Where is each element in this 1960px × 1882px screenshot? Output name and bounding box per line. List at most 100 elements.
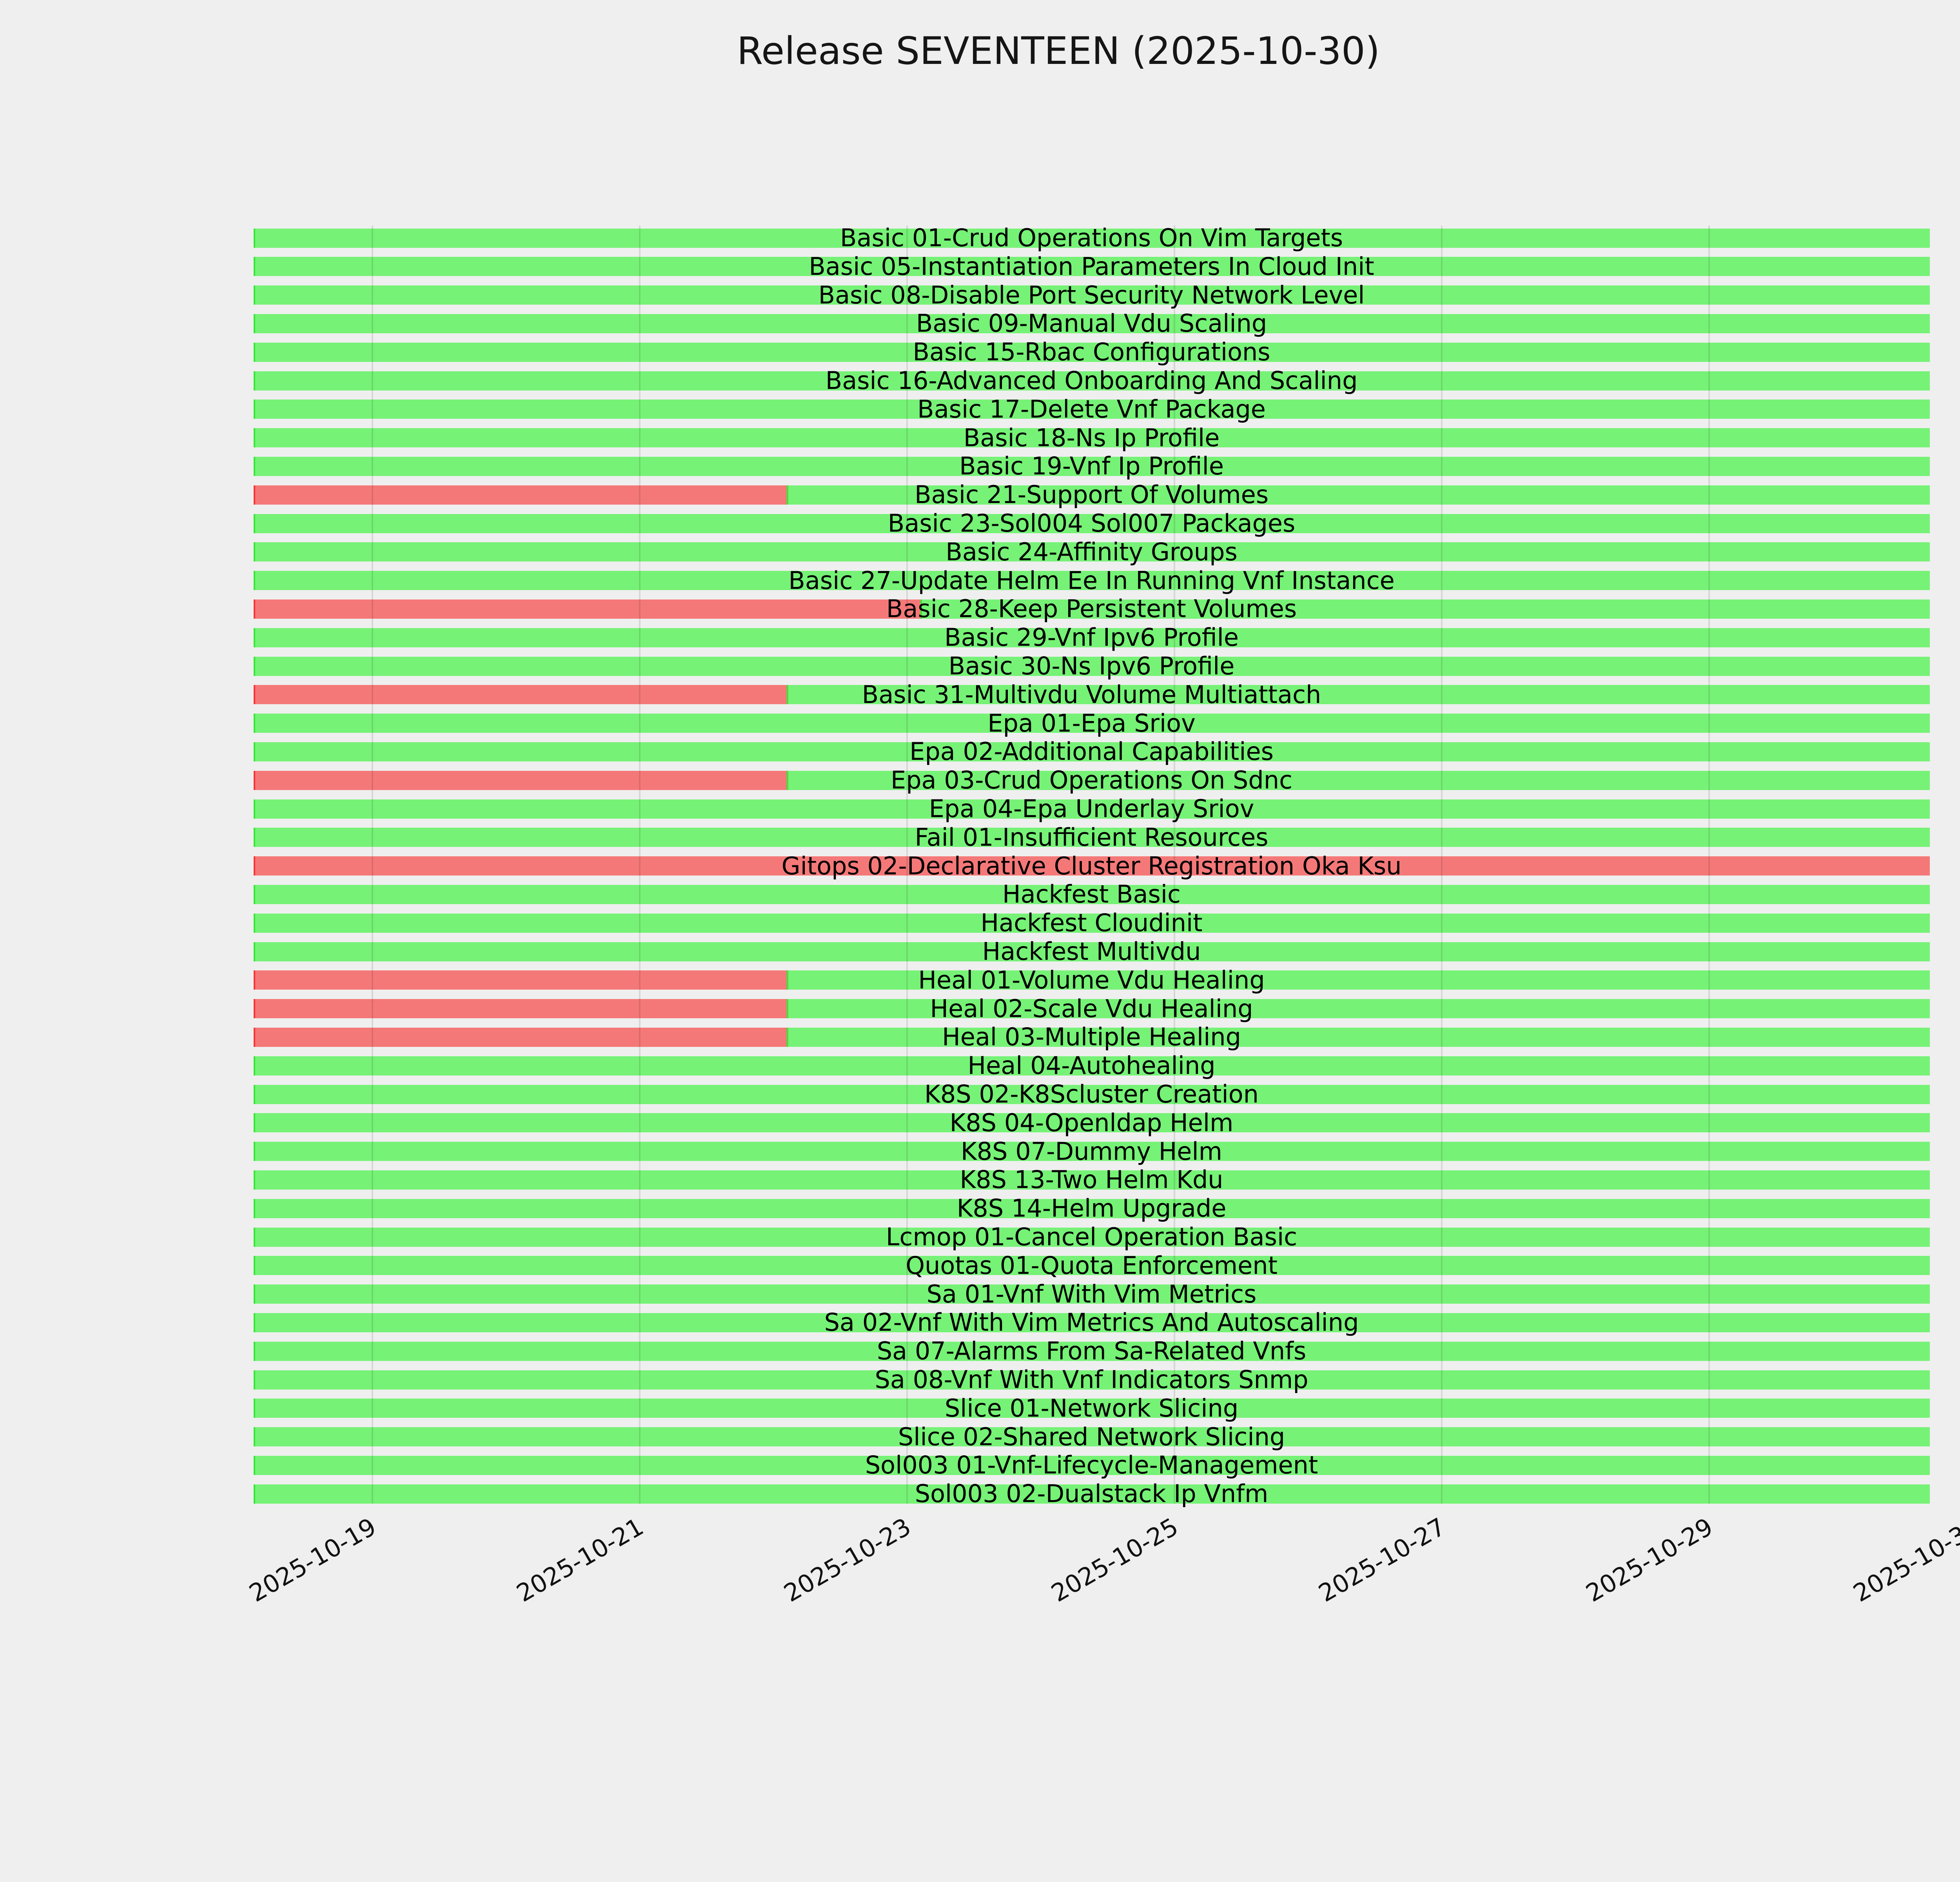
bar-segment-fail	[253, 770, 787, 790]
chart-title: Release SEVENTEEN (2025-10-30)	[737, 29, 1380, 73]
bar-segment-pass	[787, 999, 1930, 1019]
grid-line	[1441, 225, 1443, 1504]
row-label: Basic 15-Rbac Configurations	[913, 338, 1270, 367]
bar-segment-pass	[253, 1199, 1930, 1218]
bar-segment-pass	[253, 1056, 1930, 1075]
row-label: Epa 03-Crud Operations On Sdnc	[891, 766, 1293, 795]
row-label: Gitops 02-Declarative Cluster Registrati…	[781, 851, 1402, 880]
x-axis-tick-label: 2025-10-23	[779, 1512, 916, 1608]
bar-segment-pass	[253, 1341, 1930, 1361]
bar-segment-pass	[253, 1170, 1930, 1190]
row-label: Basic 16-Advanced Onboarding And Scaling	[825, 366, 1358, 395]
bar-segment-pass	[253, 828, 1930, 847]
bar-segment-pass	[253, 1142, 1930, 1161]
bar-segment-fail	[253, 685, 787, 705]
row-label: Epa 01-Epa Sriov	[987, 708, 1196, 738]
bar-segment-pass	[253, 1313, 1930, 1332]
row-label: Lcmop 01-Cancel Operation Basic	[886, 1223, 1298, 1251]
bar-segment-pass	[253, 628, 1930, 647]
bar-segment-pass	[787, 970, 1930, 990]
row-label: Sa 08-Vnf With Vnf Indicators Snmp	[875, 1365, 1308, 1394]
grid-line	[372, 225, 373, 1504]
row-label: Hackfest Basic	[1002, 880, 1181, 909]
row-label: K8S 02-K8Scluster Creation	[924, 1080, 1259, 1108]
row-label: Basic 21-Support Of Volumes	[914, 480, 1269, 509]
row-label: Slice 01-Network Slicing	[944, 1393, 1239, 1422]
x-axis-tick-label: 2025-10-19	[244, 1512, 381, 1608]
bar-segment-pass	[253, 257, 1930, 276]
row-label: Hackfest Multivdu	[982, 937, 1201, 966]
row-label: Sol003 02-Dualstack Ip Vnfm	[915, 1479, 1269, 1508]
bar-segment-pass	[253, 514, 1930, 533]
row-label: Epa 04-Epa Underlay Sriov	[929, 794, 1254, 823]
row-label: Sa 01-Vnf With Vim Metrics	[926, 1279, 1257, 1308]
bar-segment-pass	[253, 742, 1930, 761]
row-label: Heal 01-Volume Vdu Healing	[918, 965, 1265, 994]
row-label: Basic 23-Sol004 Sol007 Packages	[887, 509, 1296, 538]
bar-segment-pass	[253, 1256, 1930, 1275]
grid-line	[1174, 225, 1175, 1504]
row-label: Sa 02-Vnf With Vim Metrics And Autoscali…	[824, 1308, 1359, 1337]
row-label: Basic 19-Vnf Ip Profile	[959, 452, 1224, 481]
bar-segment-pass	[253, 1113, 1930, 1133]
bar-segment-fail	[253, 1027, 787, 1047]
bar-segment-pass	[253, 1370, 1930, 1390]
bar-segment-fail	[253, 999, 787, 1019]
row-label: Basic 18-Ns Ip Profile	[963, 423, 1220, 452]
x-axis-tick-label: 2025-10-27	[1313, 1512, 1450, 1608]
x-axis-tick-label: 2025-10-29	[1581, 1512, 1718, 1608]
bar-segment-pass	[253, 285, 1930, 305]
row-label: Fail 01-Insufficient Resources	[915, 823, 1269, 852]
row-label: Basic 09-Manual Vdu Scaling	[916, 309, 1267, 338]
x-axis-tick-label: 2025-10-25	[1046, 1512, 1183, 1608]
bar-segment-pass	[253, 913, 1930, 933]
bar-segment-pass	[253, 942, 1930, 961]
bar-segment-fail	[253, 970, 787, 990]
row-label: Basic 24-Affinity Groups	[946, 537, 1238, 566]
row-label: Basic 01-Crud Operations On Vim Targets	[840, 223, 1343, 252]
row-label: Basic 30-Ns Ipv6 Profile	[948, 652, 1235, 680]
bar-segment-pass	[253, 1284, 1930, 1304]
row-label: Quotas 01-Quota Enforcement	[906, 1251, 1278, 1280]
row-label: Sol003 01-Vnf-Lifecycle-Management	[865, 1451, 1318, 1480]
bar-segment-pass	[253, 400, 1930, 419]
row-label: Basic 17-Delete Vnf Package	[917, 394, 1266, 423]
bar-segment-pass	[253, 428, 1930, 448]
x-axis-tick-label: 2025-10-21	[511, 1512, 648, 1608]
grid-line	[639, 225, 641, 1504]
bar-segment-pass	[253, 1085, 1930, 1104]
row-label: Heal 04-Autohealing	[967, 1051, 1216, 1080]
row-label: Sa 07-Alarms From Sa-Related Vnfs	[877, 1337, 1307, 1366]
bar-segment-pass	[787, 485, 1930, 505]
grid-line	[1708, 225, 1710, 1504]
row-label: Basic 31-Multivdu Volume Multiattach	[862, 680, 1321, 709]
row-label: Slice 02-Shared Network Slicing	[898, 1422, 1285, 1451]
bar-segment-pass	[787, 1027, 1930, 1047]
bar-segment-pass	[253, 314, 1930, 333]
bar-segment-pass	[253, 1427, 1930, 1447]
bar-segment-pass	[920, 599, 1930, 619]
bar-segment-pass	[253, 799, 1930, 819]
bar-segment-pass	[253, 1399, 1930, 1418]
bar-segment-pass	[253, 228, 1930, 248]
row-label: K8S 07-Dummy Helm	[961, 1137, 1223, 1166]
bar-segment-pass	[253, 1484, 1930, 1504]
bar-segment-pass	[253, 885, 1930, 904]
bar-segment-pass	[253, 371, 1930, 391]
bar-segment-pass	[787, 685, 1930, 705]
row-label: Basic 08-Disable Port Security Network L…	[818, 280, 1365, 309]
row-label: Basic 29-Vnf Ipv6 Profile	[944, 623, 1239, 652]
x-axis-tick-label: 2025-10-31	[1848, 1512, 1960, 1608]
grid-line	[906, 225, 908, 1504]
row-label: Heal 03-Multiple Healing	[942, 1023, 1241, 1052]
row-label: K8S 14-Helm Upgrade	[956, 1194, 1227, 1223]
row-label: Basic 27-Update Helm Ee In Running Vnf I…	[788, 566, 1395, 595]
bar-segment-pass	[253, 456, 1930, 476]
row-label: K8S 04-Openldap Helm	[949, 1108, 1234, 1137]
bar-segment-fail	[253, 856, 1930, 876]
bar-segment-fail	[253, 599, 921, 619]
row-label: Epa 02-Additional Capabilities	[909, 737, 1274, 766]
row-label: Heal 02-Scale Vdu Healing	[930, 994, 1253, 1023]
